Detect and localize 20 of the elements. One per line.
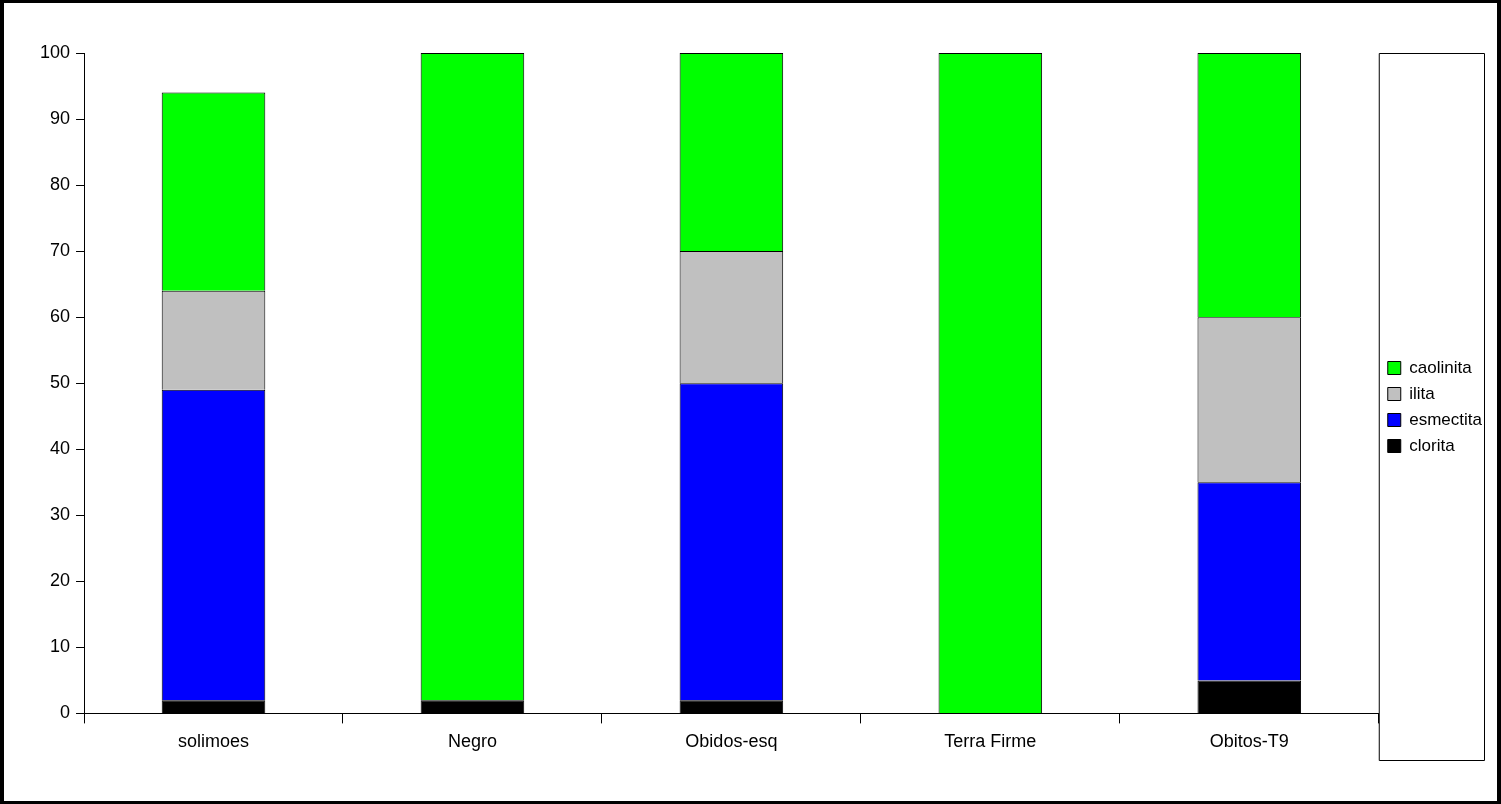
- y-tick-label: 90: [50, 108, 71, 129]
- y-tick-label: 30: [50, 504, 71, 525]
- y-tick-label: 50: [50, 372, 71, 393]
- legend-label: ilita: [1409, 383, 1436, 403]
- y-tick-label: 0: [60, 702, 71, 723]
- y-tick-label: 100: [39, 41, 71, 62]
- y-tick-label: 10: [50, 636, 71, 657]
- x-tick-label: solimoes: [177, 731, 250, 752]
- y-tick-label: 80: [50, 174, 71, 195]
- x-tick-label: Terra Firme: [944, 731, 1037, 752]
- y-tick-label: 60: [50, 306, 71, 327]
- y-tick-label: 40: [50, 438, 71, 459]
- legend-label: clorita: [1409, 435, 1456, 455]
- x-tick-label: Obidos-esq: [685, 731, 778, 752]
- legend-label: esmectita: [1409, 409, 1483, 429]
- y-tick-label: 20: [50, 570, 71, 591]
- x-tick-label: Obitos-T9: [1209, 731, 1289, 752]
- y-tick-label: 70: [50, 240, 71, 261]
- x-tick-label: Negro: [447, 731, 497, 752]
- legend-label: caolinita: [1409, 357, 1473, 377]
